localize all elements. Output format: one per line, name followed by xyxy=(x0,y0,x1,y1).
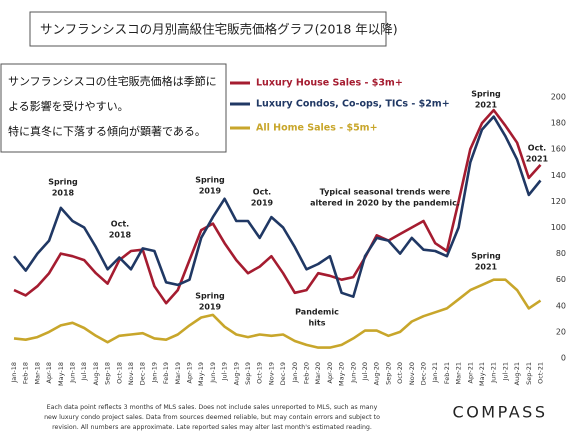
note-text: サンフランシスコの住宅販売価格は季節に xyxy=(8,74,217,88)
y-tick-label: 160 xyxy=(551,145,566,154)
x-tick-label: Aug-18 xyxy=(92,362,100,385)
x-tick-label: Apr-20 xyxy=(326,362,334,383)
y-tick-label: 120 xyxy=(551,197,566,206)
annotation: Spring xyxy=(195,292,225,301)
x-tick-label: Mar-18 xyxy=(33,362,41,384)
y-tick-label: 200 xyxy=(551,93,566,102)
note-text: よる影響を受けやすい。 xyxy=(8,99,129,113)
x-tick-label: Jul-19 xyxy=(221,362,229,381)
annotation: Pandemic xyxy=(295,308,339,317)
annotation: Oct. xyxy=(253,188,271,197)
x-tick-label: Jun-19 xyxy=(209,362,217,384)
x-tick-label: May-19 xyxy=(197,362,205,386)
annotation: 2021 xyxy=(526,155,549,164)
footnote: new luxury condo project sales. Data fro… xyxy=(44,414,380,421)
annotation: 2021 xyxy=(475,101,498,110)
series-line xyxy=(13,108,542,305)
annotation: Typical seasonal trends were xyxy=(320,188,451,197)
x-tick-label: May-20 xyxy=(338,362,346,386)
title-box xyxy=(29,11,387,47)
legend-label: Luxury Condos, Co-ops, TICs - $2m+ xyxy=(256,99,450,110)
x-tick-label: Oct-21 xyxy=(537,362,545,384)
x-tick-label: Apr-21 xyxy=(466,362,474,383)
annotation: Spring xyxy=(471,90,501,99)
annotation: 2019 xyxy=(251,199,274,208)
annotation: altered in 2020 by the pandemic. xyxy=(310,199,460,208)
series-line xyxy=(12,115,542,298)
x-tick-label: Aug-20 xyxy=(373,362,381,385)
legend-label: All Home Sales - $5m+ xyxy=(256,123,378,134)
x-tick-label: Mar-21 xyxy=(455,362,463,384)
y-tick-label: 180 xyxy=(551,119,566,128)
x-tick-label: Jan-20 xyxy=(291,362,299,384)
x-tick-label: Sep-18 xyxy=(104,362,112,385)
logo: COMPASS xyxy=(453,403,548,422)
note-text: 特に真冬に下落する傾向が顕著である。 xyxy=(8,124,206,138)
annotation: Spring xyxy=(195,176,225,185)
annotation: 2021 xyxy=(475,263,498,272)
x-tick-label: Nov-20 xyxy=(408,362,416,385)
x-tick-label: Jul-21 xyxy=(501,362,509,381)
x-tick-label: Sep-21 xyxy=(525,362,533,385)
x-tick-label: Dec-19 xyxy=(279,362,287,385)
x-tick-label: Oct-19 xyxy=(256,362,264,384)
footnote: revision. All numbers are approximate. L… xyxy=(52,424,372,431)
x-tick-label: Jan-19 xyxy=(150,362,158,384)
x-tick-label: Feb-19 xyxy=(162,362,170,384)
y-tick-label: 20 xyxy=(556,327,566,336)
x-tick-label: Nov-19 xyxy=(267,362,275,385)
x-tick-label: Nov-18 xyxy=(127,362,135,385)
annotation: 2019 xyxy=(199,187,222,196)
annotation: Oct. xyxy=(528,144,546,153)
x-tick-label: Apr-19 xyxy=(186,362,194,383)
x-tick-label: Jan-21 xyxy=(431,362,439,384)
annotation: 2018 xyxy=(52,189,75,198)
legend-label: Luxury House Sales - $3m+ xyxy=(256,78,403,89)
x-tick-label: Jul-18 xyxy=(80,362,88,381)
x-tick-label: Apr-18 xyxy=(45,362,53,383)
x-tick-label: Mar-19 xyxy=(174,362,182,384)
x-tick-label: Aug-19 xyxy=(232,362,240,385)
x-tick-label: Sep-20 xyxy=(384,362,392,385)
annotation: Spring xyxy=(471,252,501,261)
series-line xyxy=(13,278,542,349)
y-tick-label: 60 xyxy=(556,275,566,284)
x-tick-label: Mar-20 xyxy=(314,362,322,384)
chart-title: サンフランシスコの月別高級住宅販売価格グラフ(2018 年以降) xyxy=(40,22,398,37)
footnote: Each data point reflects 3 months of MLS… xyxy=(47,404,378,411)
x-tick-label: May-21 xyxy=(478,362,486,386)
x-tick-label: Aug-21 xyxy=(513,362,521,385)
x-tick-label: May-18 xyxy=(57,362,65,386)
x-tick-label: Jun-18 xyxy=(69,362,77,384)
y-tick-label: 100 xyxy=(551,223,566,232)
x-tick-label: Feb-21 xyxy=(443,362,451,384)
y-tick-label: 80 xyxy=(556,249,566,258)
x-tick-label: Sep-19 xyxy=(244,362,252,385)
x-tick-label: Dec-18 xyxy=(139,362,147,385)
annotation: 2018 xyxy=(109,231,132,240)
x-tick-label: Feb-20 xyxy=(303,362,311,384)
annotation: Oct. xyxy=(111,220,129,229)
note-box xyxy=(0,63,227,153)
x-tick-label: Jul-20 xyxy=(361,362,369,381)
x-tick-label: Dec-20 xyxy=(420,362,428,385)
annotation: 2019 xyxy=(199,303,222,312)
annotation: hits xyxy=(308,319,325,328)
annotation: Spring xyxy=(48,178,78,187)
x-tick-label: Oct-18 xyxy=(115,362,123,384)
x-tick-label: Jan-18 xyxy=(10,362,18,384)
x-tick-label: Jun-21 xyxy=(490,362,498,384)
y-tick-label: 40 xyxy=(556,301,566,310)
x-tick-label: Jun-20 xyxy=(349,362,357,384)
x-tick-label: Oct-20 xyxy=(396,362,404,384)
y-tick-label: 140 xyxy=(551,171,566,180)
y-tick-label: 0 xyxy=(561,354,566,363)
x-tick-label: Feb-18 xyxy=(22,362,30,384)
